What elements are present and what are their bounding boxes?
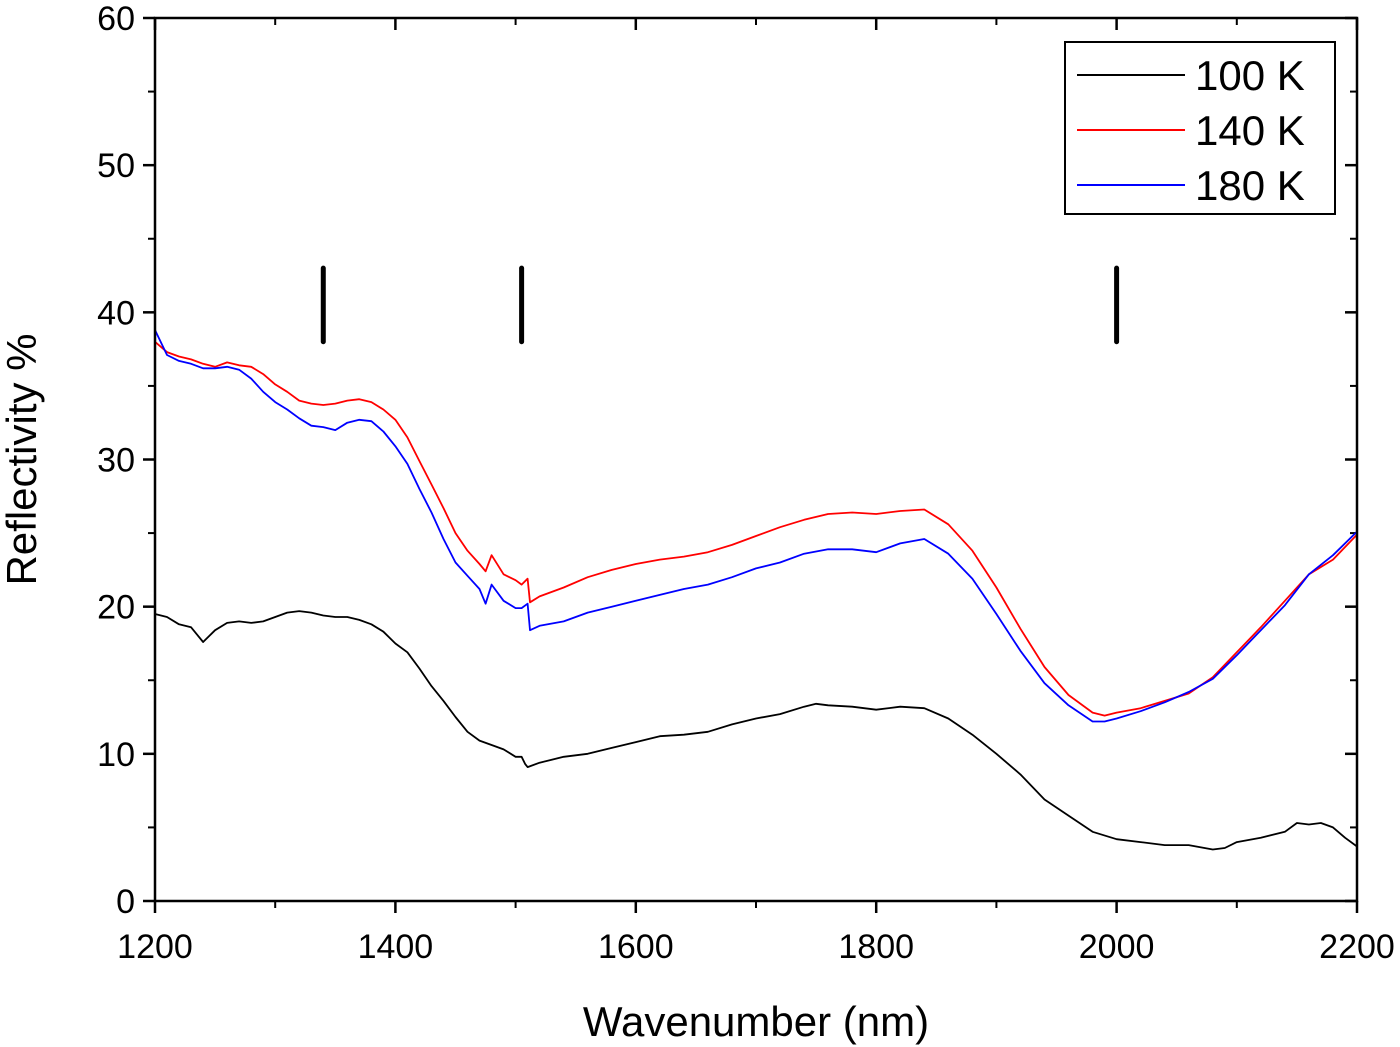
legend-label: 140 K	[1195, 107, 1305, 154]
x-tick-label: 1800	[838, 928, 914, 966]
x-tick-label: 2000	[1079, 928, 1155, 966]
x-tick-label: 1600	[598, 928, 674, 966]
y-axis-ticks: 0 10 20 30 40 50 60	[97, 0, 1357, 921]
x-axis-ticks: 1200 1400 1600 1800 2000 2200	[117, 18, 1395, 966]
legend: 100 K 140 K 180 K	[1064, 41, 1336, 215]
legend-label: 100 K	[1195, 52, 1305, 99]
legend-label: 180 K	[1195, 162, 1305, 209]
series-line-100k	[154, 610, 1358, 851]
y-tick-label: 60	[97, 0, 135, 38]
x-axis-title: Wavenumber (nm)	[583, 998, 929, 1045]
y-tick-label: 50	[97, 147, 135, 185]
y-tick-label: 0	[116, 883, 135, 921]
plot-frame	[153, 16, 1359, 903]
series-line-180k	[154, 329, 1358, 723]
y-axis-title: Reflectivity %	[0, 333, 45, 585]
x-tick-label: 1200	[117, 928, 193, 966]
y-tick-label: 10	[97, 736, 135, 774]
series-layer	[154, 329, 1358, 851]
x-tick-label: 2200	[1319, 928, 1395, 966]
x-tick-label: 1400	[358, 928, 434, 966]
y-tick-label: 20	[97, 589, 135, 627]
y-tick-label: 40	[97, 294, 135, 332]
series-line-140k	[154, 341, 1358, 717]
y-tick-label: 30	[97, 442, 135, 480]
absorption-markers	[320, 265, 1120, 345]
